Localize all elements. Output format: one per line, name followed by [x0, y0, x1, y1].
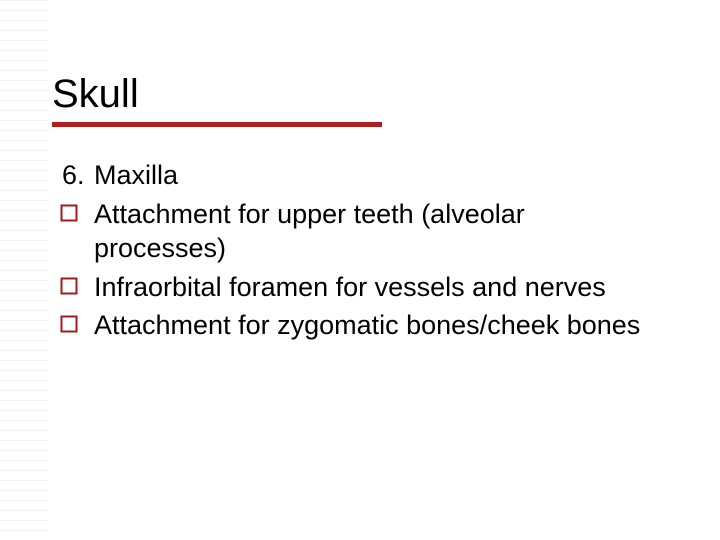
list-item-numbered: 6. Maxilla [60, 158, 660, 193]
slide: Skull 6. Maxilla Attachment for upper te… [0, 0, 720, 540]
ruled-margin [0, 0, 48, 540]
list-item: Infraorbital foramen for vessels and ner… [60, 270, 660, 305]
checkbox-icon [60, 197, 94, 222]
title-underline-red [52, 122, 382, 127]
checkbox-icon [60, 308, 94, 333]
list-text: Attachment for zygomatic bones/cheek bon… [94, 308, 660, 343]
list-item: Attachment for upper teeth (alveolar pro… [60, 197, 660, 266]
slide-title: Skull [52, 72, 660, 122]
checkbox-icon [60, 270, 94, 295]
list-text: Infraorbital foramen for vessels and ner… [94, 270, 660, 305]
list-text: Attachment for upper teeth (alveolar pro… [94, 197, 660, 266]
title-block: Skull [52, 72, 660, 127]
list-number: 6. [60, 158, 94, 193]
body: 6. Maxilla Attachment for upper teeth (a… [60, 158, 660, 347]
list-text: Maxilla [94, 158, 660, 193]
title-underline-grey [52, 119, 660, 120]
list-item: Attachment for zygomatic bones/cheek bon… [60, 308, 660, 343]
